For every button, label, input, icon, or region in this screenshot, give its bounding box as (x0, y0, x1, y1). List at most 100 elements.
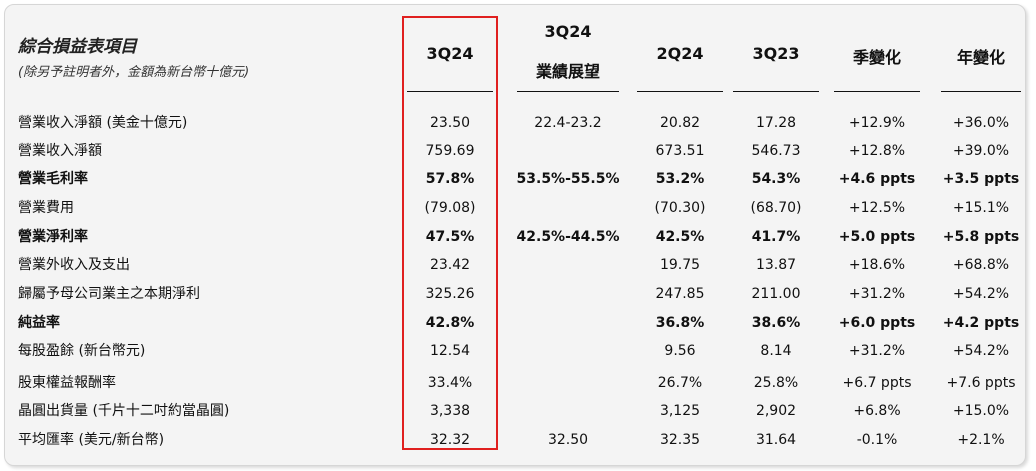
table-cell: 38.6% (751, 315, 801, 331)
table-cell: 759.69 (425, 143, 475, 159)
table-cell: +7.6 ppts (946, 375, 1016, 391)
table-row: 純益率 42.8% 36.8% 38.6% +6.0 ppts +4.2 ppts (0, 310, 1036, 336)
table-cell (502, 310, 634, 336)
table-cell: 3,125 (659, 403, 701, 419)
table-row: 股東權益報酬率 33.4% 26.7% 25.8% +6.7 ppts +7.6 ppts (0, 370, 1036, 396)
table-cell (502, 281, 634, 307)
table-cell: 17.28 (755, 115, 797, 131)
table-cell: +15.1% (952, 200, 1010, 216)
table-row: 歸屬予母公司業主之本期淨利 325.26 247.85 211.00 +31.2% +54… (0, 281, 1036, 307)
table-cell: +12.5% (848, 200, 906, 216)
row-label: 營業淨利率 (18, 229, 88, 245)
table-row: 平均匯率 (美元/新台幣) 32.32 32.50 32.35 31.64 -0.1% +2… (0, 427, 1036, 453)
table-cell: +6.7 ppts (842, 375, 912, 391)
table-cell: 53.2% (655, 171, 705, 187)
table-cell: 3,338 (429, 403, 471, 419)
table-cell: +4.2 ppts (942, 315, 1020, 331)
row-label: 平均匯率 (美元/新台幣) (18, 432, 165, 448)
table-cell: +36.0% (952, 115, 1010, 131)
table-cell: 54.3% (751, 171, 801, 187)
table-row: 每股盈餘 (新台幣元) 12.54 9.56 8.14 +31.2% +54.2% (0, 338, 1036, 364)
table-cell: +12.9% (848, 115, 906, 131)
table-cell: 32.32 (429, 432, 471, 448)
table-cell (502, 252, 634, 278)
table-cell: +2.1% (957, 432, 1005, 448)
table-cell: 13.87 (755, 257, 797, 273)
table-cell: +5.8 ppts (942, 229, 1020, 245)
column-header: 年變化 (956, 48, 1005, 67)
table-cell: +6.0 ppts (838, 315, 916, 331)
column-header-underline (733, 91, 819, 92)
table-cell: +54.2% (952, 286, 1010, 302)
table-cell: (68.70) (750, 200, 802, 216)
row-label: 純益率 (18, 315, 60, 331)
table-cell: 673.51 (655, 143, 705, 159)
table-cell (502, 195, 634, 221)
table-cell: 32.50 (547, 432, 589, 448)
table-cell: +54.2% (952, 343, 1010, 359)
table-cell: 53.5%-55.5% (516, 171, 620, 187)
table-panel (4, 4, 1026, 466)
column-header: 3Q23 (752, 44, 800, 63)
row-label: 營業毛利率 (18, 171, 88, 187)
table-cell: (70.30) (654, 200, 706, 216)
table-cell: +39.0% (952, 143, 1010, 159)
table-cell (502, 370, 634, 396)
table-cell: +15.0% (952, 403, 1010, 419)
row-label: 晶圓出貨量 (千片十二吋約當晶圓) (18, 403, 230, 419)
table-cell: +18.6% (848, 257, 906, 273)
table-row: 營業收入淨額 759.69 673.51 546.73 +12.8% +39.0% (0, 138, 1036, 164)
table-cell: 33.4% (427, 375, 473, 391)
current-quarter-highlight (402, 16, 498, 450)
table-cell: +31.2% (848, 286, 906, 302)
row-label: 歸屬予母公司業主之本期淨利 (18, 286, 200, 302)
table-row: 營業毛利率 57.8% 53.5%-55.5% 53.2% 54.3% +4.6 ppts… (0, 166, 1036, 192)
row-label: 營業外收入及支出 (18, 257, 130, 273)
column-header-underline (517, 91, 619, 92)
table-cell: 25.8% (753, 375, 799, 391)
table-cell: +68.8% (952, 257, 1010, 273)
table-row: 營業收入淨額 (美金十億元) 23.50 22.4-23.2 20.82 17.28 +1… (0, 110, 1036, 136)
table-cell: 12.54 (429, 343, 471, 359)
table-cell (502, 338, 634, 364)
table-cell: 546.73 (751, 143, 801, 159)
table-subtitle: (除另予註明者外，金額為新台幣十億元) (18, 65, 250, 80)
table-cell: 31.64 (755, 432, 797, 448)
table-cell: 42.8% (425, 315, 475, 331)
column-header-underline (834, 91, 920, 92)
table-row: 營業費用 (79.08) (70.30) (68.70) +12.5% +15.1% (0, 195, 1036, 221)
table-cell: 47.5% (425, 229, 475, 245)
table-cell: +31.2% (848, 343, 906, 359)
column-header: 3Q24 (426, 44, 474, 63)
table-cell: 42.5% (655, 229, 705, 245)
row-label: 每股盈餘 (新台幣元) (18, 343, 146, 359)
table-cell: 2,902 (755, 403, 797, 419)
table-cell: 23.50 (429, 115, 471, 131)
table-cell: 20.82 (659, 115, 701, 131)
table-row: 晶圓出貨量 (千片十二吋約當晶圓) 3,338 3,125 2,902 +6.8% +15… (0, 398, 1036, 424)
table-cell: 32.35 (659, 432, 701, 448)
table-cell: 9.56 (664, 343, 696, 359)
table-cell: -0.1% (856, 432, 898, 448)
table-cell: 211.00 (751, 286, 801, 302)
table-cell (502, 398, 634, 424)
table-cell: 57.8% (425, 171, 475, 187)
table-cell: (79.08) (424, 200, 476, 216)
row-label: 營業費用 (18, 200, 74, 216)
table-cell: 325.26 (425, 286, 475, 302)
column-header: 季變化 (852, 48, 901, 67)
table-title: 綜合損益表項目 (18, 37, 137, 57)
table-cell: +4.6 ppts (838, 171, 916, 187)
column-header-underline (637, 91, 723, 92)
table-cell: 26.7% (657, 375, 703, 391)
table-row: 營業淨利率 47.5% 42.5%-44.5% 42.5% 41.7% +5.0 ppts… (0, 224, 1036, 250)
row-label: 營業收入淨額 (18, 143, 102, 159)
table-cell: 8.14 (760, 343, 792, 359)
table-cell: +12.8% (848, 143, 906, 159)
table-cell: 41.7% (751, 229, 801, 245)
title-block: 綜合損益表項目 (除另予註明者外，金額為新台幣十億元) (18, 32, 249, 80)
table-cell: 42.5%-44.5% (516, 229, 620, 245)
table-cell (502, 138, 634, 164)
table-cell: 22.4-23.2 (534, 115, 602, 131)
column-header-underline (407, 91, 493, 92)
